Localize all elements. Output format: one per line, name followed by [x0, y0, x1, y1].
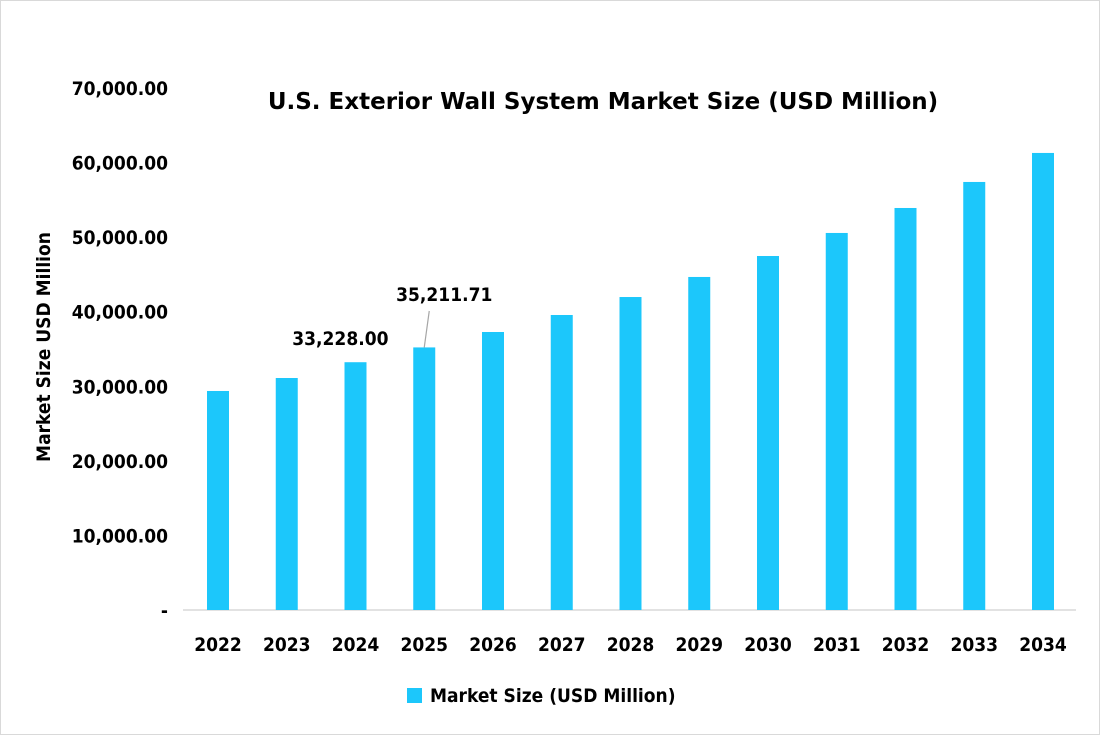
y-tick-label: 70,000.00: [72, 78, 168, 100]
x-tick-label: 2030: [744, 634, 792, 656]
y-axis-label: Market Size USD Million: [33, 232, 55, 462]
x-tick-label: 2022: [194, 634, 242, 656]
y-tick-label: 40,000.00: [72, 302, 168, 324]
y-tick-label: 10,000.00: [72, 525, 168, 547]
leader-line: [423, 310, 430, 348]
x-tick-label: 2025: [400, 634, 448, 656]
data-label-2024: 33,228.00: [292, 328, 388, 350]
chart-title: U.S. Exterior Wall System Market Size (U…: [268, 89, 938, 115]
bar-2027: [550, 314, 573, 610]
x-tick-label: 2028: [607, 634, 655, 656]
x-tick-label: 2034: [1019, 634, 1067, 656]
y-tick-label: 20,000.00: [72, 451, 168, 473]
bar-2032: [894, 207, 917, 611]
x-tick-label: 2023: [263, 634, 311, 656]
legend: Market Size (USD Million): [407, 685, 676, 707]
bar-2033: [963, 181, 986, 610]
y-tick-label: 60,000.00: [72, 153, 168, 175]
x-tick-label: 2029: [675, 634, 723, 656]
bar-2030: [757, 256, 779, 610]
data-label-2025: 35,211.71: [396, 284, 492, 306]
x-tick-label: 2026: [469, 634, 517, 656]
bar-2024: [344, 362, 367, 610]
y-tick-label: -: [161, 600, 168, 622]
x-tick-label: 2031: [813, 634, 861, 656]
y-tick-label: 50,000.00: [72, 227, 168, 249]
bar-2029: [688, 276, 711, 610]
y-tick-label: 30,000.00: [72, 376, 168, 398]
bar-2034: [1032, 152, 1054, 610]
bar-2022: [207, 390, 229, 610]
x-tick-label: 2024: [332, 634, 380, 656]
bar-2025: [413, 347, 436, 610]
bar-2028: [619, 297, 642, 610]
x-tick-label: 2027: [538, 634, 586, 656]
x-tick-label: 2033: [950, 634, 998, 656]
legend-label: Market Size (USD Million): [430, 685, 676, 707]
bar-2023: [275, 378, 298, 610]
bar-2026: [482, 331, 504, 610]
x-tick-label: 2032: [882, 634, 930, 656]
bar-2031: [825, 232, 848, 610]
legend-swatch: [407, 688, 422, 703]
